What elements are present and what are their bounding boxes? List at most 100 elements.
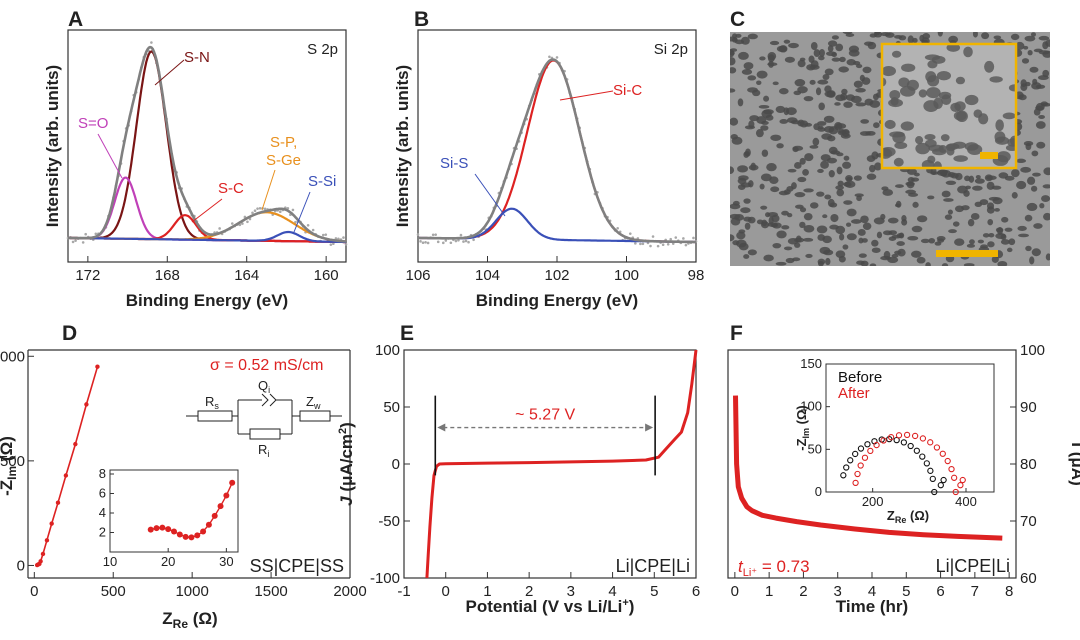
pore [1017,225,1027,231]
data-dot [674,236,678,239]
data-dot [467,240,470,244]
pore [816,191,825,197]
x-tick-label: -1 [397,583,410,600]
label-s-o: S=O [78,115,108,132]
pore [803,188,814,193]
pore [1045,253,1050,261]
pore [911,250,922,258]
pore [831,57,841,62]
pore [846,233,857,241]
pore [730,88,736,93]
label-s-ge: S-Ge [266,152,301,169]
data-dot [306,223,310,227]
pore [836,188,845,197]
y-tick-label: 0 [392,456,400,473]
data-dot [555,56,559,59]
data-dot [230,222,234,225]
pore [776,143,784,149]
pore [869,33,877,38]
pore [731,136,743,145]
y-tick-label: -50 [378,513,400,530]
x-tick-label: 1 [483,583,491,600]
x-tick-label: 2 [799,583,807,600]
pore [835,123,847,129]
pore [810,41,818,51]
panel-d-sigma: σ = 0.52 mS/cm [210,357,323,374]
pore [730,203,741,210]
data-dot [641,242,645,246]
pore [835,185,844,190]
pore [1018,233,1030,238]
inset-y-tick-label: 50 [808,441,822,456]
pore [920,238,930,244]
inset-point-after [867,447,874,455]
pore [760,173,772,182]
pore [740,207,751,214]
pore [963,263,975,266]
inset-point-after [887,434,895,441]
pore [1000,233,1007,241]
pore [831,52,837,58]
pore [812,137,820,146]
pore [867,41,877,50]
x-tick-label: 5 [902,583,910,600]
pore [824,68,834,76]
pore [1042,184,1050,189]
pore [1016,180,1027,190]
panel-letter-f: F [730,322,743,345]
pore [952,221,960,227]
pore [743,254,750,259]
panel-b-tag: Si 2p [654,41,688,58]
inset-y-tick-label: 4 [99,505,106,520]
panel-d-xlabel: ZRe (Ω) [162,609,217,631]
pore [1031,150,1039,157]
pore [897,248,906,257]
pore [781,225,790,230]
inset-pore [963,46,973,58]
pore [1025,245,1032,252]
pore [788,42,799,49]
pore [1039,203,1045,209]
inset-pore [955,76,966,85]
y-tick-label: 100 [375,342,400,359]
data-dot [434,233,437,236]
inset-point-before [864,441,871,448]
inset-point-after [861,454,869,461]
inset-nyquist-point [176,531,183,538]
x-tick-label: 3 [567,583,575,600]
label-s-c: S-C [218,180,244,197]
inset-point-before [886,435,893,443]
pore [950,172,959,179]
inset-pore [891,50,902,58]
pore [828,169,835,178]
panel-f-curve [733,395,1003,541]
pore [779,118,788,124]
pore [883,230,893,236]
inset-pore [927,75,940,87]
pore [763,254,774,262]
pore [896,241,905,246]
pore [1024,35,1036,42]
pore [907,235,919,241]
pore [743,198,751,204]
y-tick-label: 90 [1020,399,1037,416]
pore [784,56,795,63]
x-tick-label: 106 [405,267,430,284]
inset-x-tick-label: 200 [862,494,884,509]
nyquist-point [44,538,50,543]
inset-pore [953,155,968,162]
pore [830,213,839,223]
y-tick-label: 50 [383,399,400,416]
data-dot [424,240,427,244]
pore [845,94,855,101]
pore [1029,66,1039,73]
pore [869,100,881,108]
y-tick-label: -100 [370,570,400,587]
pore [853,80,863,88]
pore [945,180,957,185]
y-tick-label: 70 [1020,513,1037,530]
panel-e-curve: ~ 5.27 V [425,349,698,579]
pore [790,120,801,125]
x-tick-label: 0 [30,583,38,600]
pore [1004,175,1015,181]
